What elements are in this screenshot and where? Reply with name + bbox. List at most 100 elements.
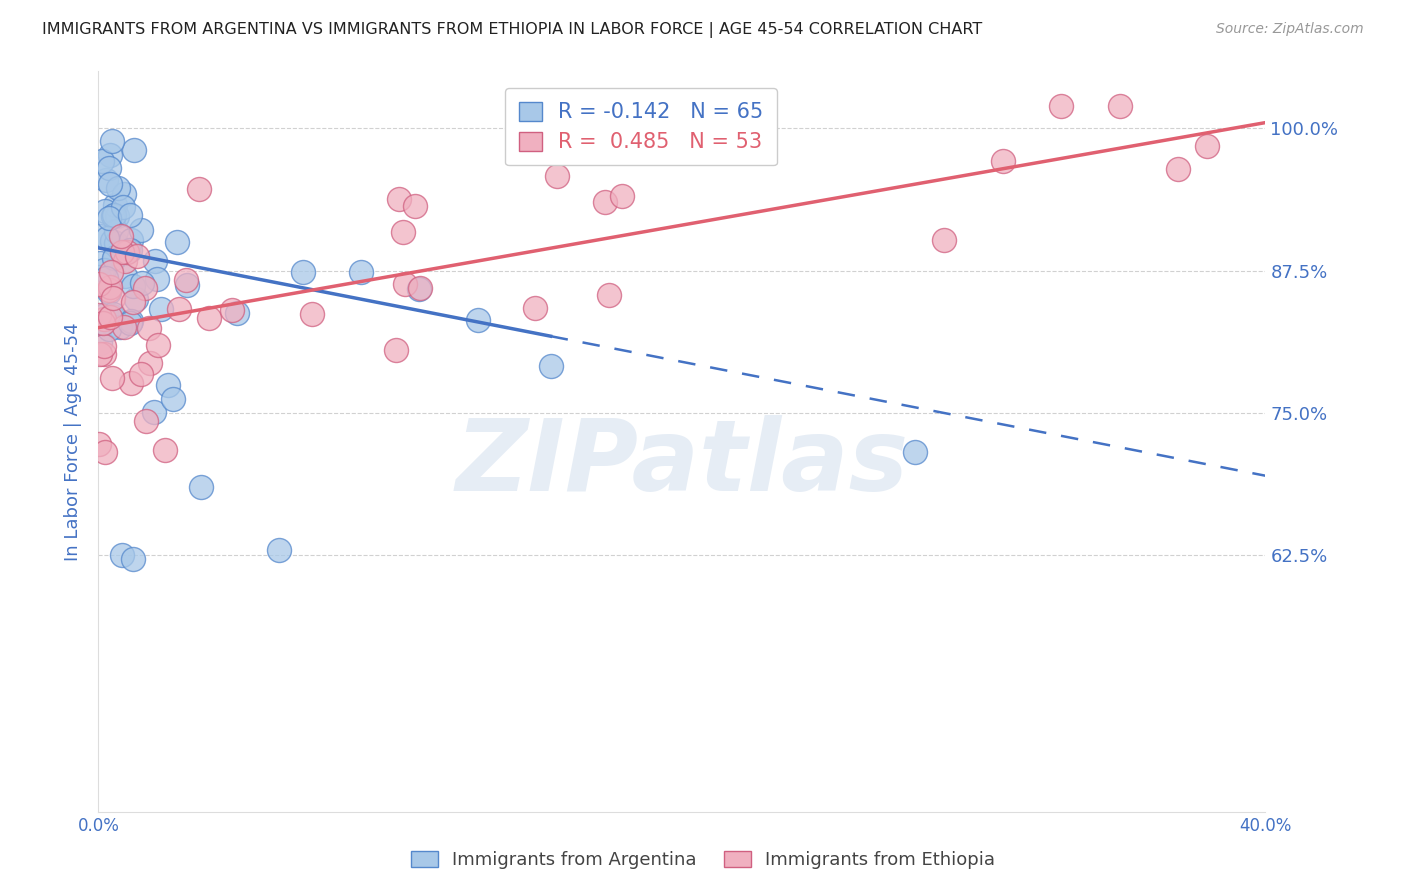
Point — [101, 310, 124, 324]
Point — [107, 181, 129, 195]
Point — [610, 189, 633, 203]
Point — [114, 254, 136, 268]
Point — [991, 153, 1014, 168]
Point — [112, 201, 135, 215]
Point — [101, 291, 124, 305]
Point — [89, 270, 111, 285]
Point — [98, 161, 121, 176]
Point — [157, 378, 180, 392]
Legend: R = -0.142   N = 65, R =  0.485   N = 53: R = -0.142 N = 65, R = 0.485 N = 53 — [505, 88, 776, 165]
Point — [122, 143, 145, 157]
Point — [93, 347, 115, 361]
Point — [121, 295, 143, 310]
Point — [104, 198, 127, 212]
Point — [404, 199, 426, 213]
Point — [176, 277, 198, 292]
Point — [98, 279, 121, 293]
Point — [394, 277, 416, 292]
Point — [409, 281, 432, 295]
Point — [112, 320, 135, 334]
Point — [98, 283, 121, 297]
Point — [105, 236, 128, 251]
Point — [101, 234, 124, 248]
Point — [104, 250, 127, 264]
Point — [149, 301, 172, 316]
Point — [225, 306, 247, 320]
Point — [138, 321, 160, 335]
Point — [100, 310, 122, 324]
Point — [101, 135, 124, 149]
Point — [155, 442, 177, 457]
Point — [131, 276, 153, 290]
Y-axis label: In Labor Force | Age 45-54: In Labor Force | Age 45-54 — [65, 322, 83, 561]
Point — [93, 203, 115, 218]
Point — [190, 480, 212, 494]
Point — [1195, 138, 1218, 153]
Point — [90, 154, 112, 169]
Point — [110, 228, 132, 243]
Point — [291, 265, 314, 279]
Point — [101, 371, 124, 385]
Point — [114, 268, 136, 283]
Point — [117, 243, 139, 257]
Point — [121, 278, 143, 293]
Point — [143, 405, 166, 419]
Text: IMMIGRANTS FROM ARGENTINA VS IMMIGRANTS FROM ETHIOPIA IN LABOR FORCE | AGE 45-54: IMMIGRANTS FROM ARGENTINA VS IMMIGRANTS … — [42, 22, 983, 38]
Point — [101, 307, 124, 321]
Point — [408, 282, 430, 296]
Point — [96, 231, 118, 245]
Point — [104, 224, 127, 238]
Point — [1108, 98, 1130, 112]
Point — [301, 307, 323, 321]
Point — [162, 392, 184, 406]
Point — [120, 376, 142, 391]
Point — [94, 271, 117, 285]
Point — [120, 208, 142, 222]
Point — [593, 194, 616, 209]
Point — [105, 209, 128, 223]
Point — [350, 265, 373, 279]
Point — [120, 233, 142, 247]
Point — [98, 211, 121, 225]
Point — [129, 223, 152, 237]
Point — [540, 359, 562, 373]
Point — [93, 312, 115, 326]
Point — [101, 209, 124, 223]
Point — [89, 256, 111, 270]
Point — [97, 322, 120, 336]
Point — [98, 148, 121, 162]
Point — [904, 444, 927, 458]
Legend: Immigrants from Argentina, Immigrants from Ethiopia: Immigrants from Argentina, Immigrants fr… — [402, 842, 1004, 879]
Point — [197, 310, 219, 325]
Point — [221, 302, 243, 317]
Point — [89, 436, 111, 450]
Point — [146, 272, 169, 286]
Point — [129, 367, 152, 381]
Point — [934, 233, 956, 247]
Point — [89, 277, 111, 291]
Point — [89, 308, 111, 322]
Point — [1050, 98, 1073, 112]
Text: Source: ZipAtlas.com: Source: ZipAtlas.com — [1216, 22, 1364, 37]
Point — [120, 314, 142, 328]
Point — [598, 288, 620, 302]
Point — [467, 313, 489, 327]
Point — [524, 301, 547, 315]
Point — [135, 414, 157, 428]
Point — [112, 186, 135, 201]
Point — [385, 343, 408, 357]
Point — [118, 244, 141, 258]
Point — [103, 251, 125, 265]
Point — [115, 245, 138, 260]
Point — [169, 302, 191, 317]
Point — [100, 265, 122, 279]
Point — [125, 292, 148, 306]
Point — [122, 552, 145, 566]
Point — [93, 444, 115, 458]
Point — [176, 273, 198, 287]
Point — [111, 244, 134, 259]
Point — [103, 208, 125, 222]
Point — [1167, 161, 1189, 176]
Point — [89, 229, 111, 244]
Point — [98, 285, 121, 299]
